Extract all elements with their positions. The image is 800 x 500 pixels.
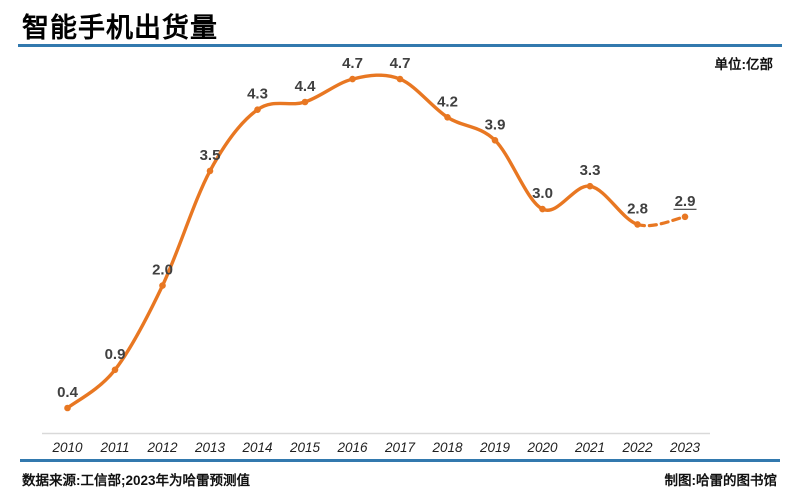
x-axis-tick-label: 2018 xyxy=(431,440,463,455)
data-point-marker xyxy=(349,75,356,83)
data-point-marker xyxy=(254,106,261,113)
data-point-marker xyxy=(111,366,119,374)
data-point-marker xyxy=(159,282,166,289)
trend-line-forecast-dashed xyxy=(635,215,687,228)
data-label: 4.7 xyxy=(342,55,363,72)
credit-note: 制图:哈雷的图书馆 xyxy=(664,473,778,488)
x-axis-tick-label: 2021 xyxy=(574,440,605,455)
x-axis-tick-label: 2017 xyxy=(384,440,416,455)
x-axis-tick-label: 2022 xyxy=(621,440,653,455)
x-axis-tick-label: 2012 xyxy=(146,440,178,455)
data-point-marker xyxy=(64,404,71,412)
data-point-marker xyxy=(396,75,404,83)
data-point-marker xyxy=(681,213,689,221)
data-point-marker xyxy=(539,205,546,213)
data-label: 2.9 xyxy=(675,193,696,210)
x-axis-tick-label: 2011 xyxy=(99,440,129,455)
data-label: 3.9 xyxy=(485,116,506,133)
data-point-marker xyxy=(444,114,451,121)
data-point-marker xyxy=(634,221,641,228)
title-divider xyxy=(18,44,782,47)
data-label: 2.8 xyxy=(627,200,648,217)
data-label: 4.7 xyxy=(390,55,411,72)
data-point-marker xyxy=(206,167,214,175)
data-source-note: 数据来源:工信部;2023年为哈雷预测值 xyxy=(22,473,251,488)
x-axis-tick-label: 2014 xyxy=(241,440,272,455)
data-label: 3.3 xyxy=(580,162,601,179)
data-label: 0.9 xyxy=(105,346,126,363)
data-label: 4.3 xyxy=(247,86,268,103)
data-label: 4.2 xyxy=(437,93,458,110)
data-label: 2.0 xyxy=(152,262,173,279)
page-title: 智能手机出货量 xyxy=(22,13,218,43)
x-axis-tick-label: 2020 xyxy=(526,440,558,455)
data-point-marker xyxy=(586,182,594,190)
data-label: 0.4 xyxy=(57,384,79,401)
footer-divider xyxy=(20,459,780,462)
data-label: 4.4 xyxy=(295,78,317,95)
x-axis-tick-label: 2019 xyxy=(479,440,511,455)
x-axis-tick-label: 2023 xyxy=(669,440,701,455)
data-point-marker xyxy=(491,137,499,144)
data-label: 3.0 xyxy=(532,185,553,202)
unit-label: 单位:亿部 xyxy=(714,57,774,72)
trend-line-solid xyxy=(65,73,640,410)
data-label: 3.5 xyxy=(200,147,221,164)
x-axis-tick-label: 2013 xyxy=(194,440,226,455)
x-axis-tick-label: 2016 xyxy=(336,440,368,455)
data-point-marker xyxy=(301,98,309,106)
x-axis-tick-label: 2015 xyxy=(289,440,321,455)
x-axis-tick-label: 2010 xyxy=(51,440,83,455)
